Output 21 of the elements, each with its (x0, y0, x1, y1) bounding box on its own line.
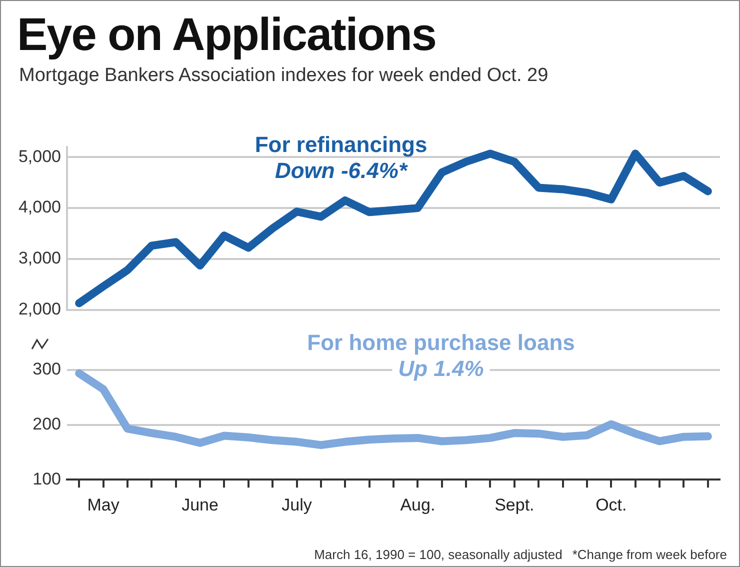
x-tick-label: Oct. (596, 495, 627, 514)
y-tick-label: 100 (32, 469, 61, 488)
x-tick-label: Aug. (400, 495, 436, 514)
chart-title: Eye on Applications (17, 7, 436, 61)
annotation: Down -6.4%* (274, 158, 408, 184)
annotation: Up 1.4% (398, 356, 484, 382)
y-tick-label: 5,000 (18, 146, 61, 166)
y-tick-label: 300 (32, 360, 61, 379)
x-tick-label: July (282, 495, 312, 514)
y-tick-label: 2,000 (18, 299, 61, 318)
text: For home purchase loans (307, 330, 575, 356)
x-tick-label: June (182, 495, 218, 514)
series-label: For refinancings (254, 132, 428, 158)
y-tick-label: 4,000 (18, 198, 61, 217)
text: *Change from week before (572, 547, 727, 562)
text: March 16, 1990 = 100, seasonally adjusted (314, 547, 562, 562)
chart-subtitle: Mortgage Bankers Association indexes for week ended Oct. 29 (19, 65, 548, 87)
x-tick-label: May (87, 495, 120, 514)
x-tick-label: Sept. (494, 495, 534, 514)
y-tick-label: 200 (32, 414, 61, 434)
y-tick-label: 3,000 (18, 248, 61, 268)
